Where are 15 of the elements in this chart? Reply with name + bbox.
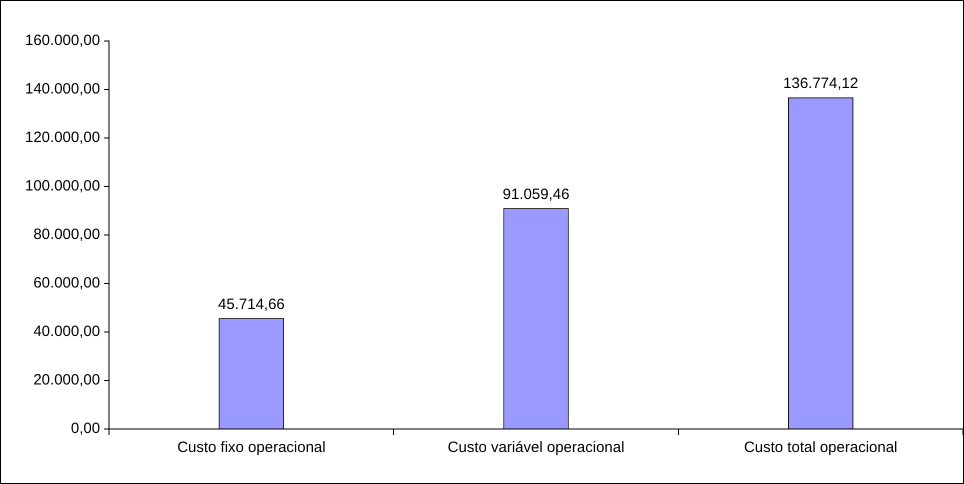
data-label: 91.059,46: [502, 186, 570, 203]
y-tick-label: 140.000,00: [24, 80, 100, 98]
x-tick-label: Custo fixo operacional: [177, 439, 326, 456]
y-tick-label: 40.000,00: [33, 323, 100, 340]
x-tick-label: Custo variável operacional: [448, 439, 624, 456]
y-tick-label: 60.000,00: [33, 274, 100, 292]
y-tick-label: 0,00: [70, 420, 100, 438]
y-tick-label: 20.000,00: [33, 372, 100, 389]
data-label: 45.714,66: [218, 296, 285, 313]
y-tick-label: 80.000,00: [33, 226, 100, 244]
data-label: 136.774,12: [783, 74, 858, 92]
y-tick-label: 160.000,00: [24, 32, 100, 50]
y-tick-label: 120.000,00: [24, 129, 100, 146]
y-tick-label: 100.000,00: [24, 178, 100, 195]
x-tick-label: Custo total operacional: [744, 439, 898, 456]
